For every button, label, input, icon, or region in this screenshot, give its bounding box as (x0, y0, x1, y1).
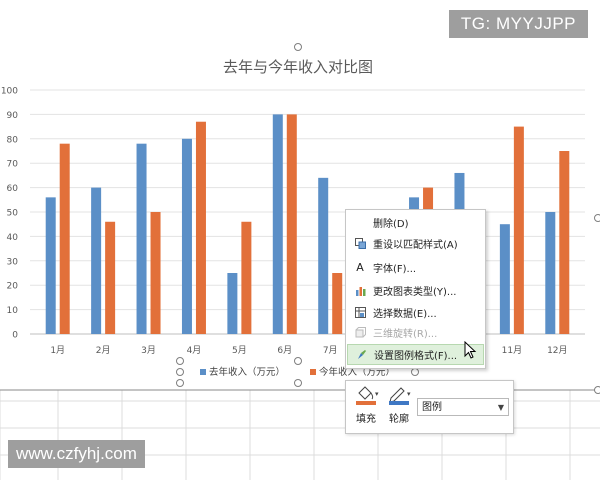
y-tick-label: 50 (7, 209, 19, 219)
x-tick-label: 3月 (141, 345, 156, 356)
bar-last-year-2[interactable] (91, 188, 101, 334)
menu-item-select-data[interactable]: 选择数据(E)... (347, 302, 484, 323)
y-tick-label: 70 (7, 160, 19, 170)
y-tick-label: 0 (12, 331, 18, 341)
menu-item-label: 删除(D) (373, 215, 409, 230)
legend-entry: 去年收入（万元） (209, 366, 285, 378)
fill-label: 填充 (351, 410, 381, 425)
menu-item-change-chart-type[interactable]: 更改图表类型(Y)... (347, 280, 484, 301)
x-tick-label: 12月 (547, 345, 567, 356)
selection-handle[interactable] (412, 369, 419, 376)
bar-this-year-5[interactable] (241, 222, 251, 334)
dropdown-value: 图例 (422, 402, 442, 413)
menu-item-3d-rotation[interactable]: 三维旋转(R)... (347, 322, 484, 343)
x-tick-label: 6月 (277, 345, 292, 356)
menu-item-label: 更改图表类型(Y)... (373, 283, 456, 298)
bar-last-year-11[interactable] (500, 224, 510, 334)
mouse-cursor-icon (464, 341, 480, 361)
x-tick-label: 11月 (502, 345, 522, 356)
format-legend-icon (348, 349, 374, 360)
x-tick-label: 2月 (96, 345, 111, 356)
bar-this-year-6[interactable] (287, 114, 297, 334)
chart-element-dropdown[interactable]: 图例 ▼ (417, 398, 509, 416)
pen-outline-icon: ▾ (386, 384, 412, 406)
legend-swatch (310, 369, 316, 375)
selection-handle[interactable] (595, 215, 600, 222)
legend-swatch (200, 369, 206, 375)
selection-handle[interactable] (177, 369, 184, 376)
bar-last-year-7[interactable] (318, 178, 328, 334)
menu-item-label: 重设以匹配样式(A) (373, 236, 458, 251)
selection-handle[interactable] (295, 358, 302, 365)
bar-this-year-7[interactable] (332, 273, 342, 334)
bar-last-year-3[interactable] (137, 144, 147, 334)
font-icon: A (347, 261, 373, 274)
fill-color-swatch (356, 401, 376, 405)
fill-button[interactable]: ▾ 填充 (351, 384, 381, 425)
watermark-bottom: www.czfyhj.com (8, 440, 145, 468)
x-axis-tick-labels: 1月2月3月4月5月6月7月8月9月10月11月12月 (50, 345, 567, 356)
paint-bucket-icon: ▾ (353, 384, 379, 406)
y-tick-label: 30 (7, 257, 19, 267)
x-tick-label: 1月 (50, 345, 65, 356)
svg-text:▾: ▾ (407, 390, 411, 398)
reset-style-icon (347, 238, 373, 249)
selection-handle[interactable] (295, 44, 302, 51)
x-tick-label: 4月 (187, 345, 202, 356)
menu-item-font[interactable]: A 字体(F)... (347, 257, 484, 278)
x-tick-label: 5月 (232, 345, 247, 356)
y-tick-label: 80 (7, 135, 19, 145)
selection-handle[interactable] (295, 380, 302, 387)
menu-item-label: 三维旋转(R)... (373, 325, 437, 340)
y-tick-label: 100 (1, 87, 18, 97)
bar-this-year-11[interactable] (514, 127, 524, 334)
bar-last-year-4[interactable] (182, 139, 192, 334)
bar-this-year-12[interactable] (559, 151, 569, 334)
menu-item-label: 字体(F)... (373, 260, 416, 275)
x-tick-label: 7月 (323, 345, 338, 356)
chart-title[interactable]: 去年与今年收入对比图 (223, 58, 373, 76)
bar-last-year-5[interactable] (227, 273, 237, 334)
outline-button[interactable]: ▾ 轮廓 (384, 384, 414, 425)
bar-this-year-1[interactable] (60, 144, 70, 334)
bar-last-year-1[interactable] (46, 197, 56, 334)
bar-last-year-12[interactable] (545, 212, 555, 334)
bar-this-year-3[interactable] (151, 212, 161, 334)
selection-handle[interactable] (595, 387, 600, 394)
select-data-icon (347, 307, 373, 318)
bars[interactable] (46, 114, 570, 334)
watermark-top: TG: MYYJJPP (449, 10, 588, 38)
bar-this-year-2[interactable] (105, 222, 115, 334)
menu-item-delete[interactable]: 删除(D) (347, 212, 484, 233)
change-chart-type-icon (347, 285, 373, 296)
bar-last-year-6[interactable] (273, 114, 283, 334)
menu-item-label: 设置图例格式(F)... (374, 347, 457, 362)
bar-this-year-4[interactable] (196, 122, 206, 334)
outline-color-swatch (389, 401, 409, 405)
selection-handle[interactable] (177, 380, 184, 387)
mini-toolbar: ▾ 填充 ▾ 轮廓 图例 ▼ (345, 380, 514, 434)
menu-item-reset-style[interactable]: 重设以匹配样式(A) (347, 233, 484, 254)
selection-handle[interactable] (177, 358, 184, 365)
context-menu: 删除(D) 重设以匹配样式(A) A 字体(F)... 更改图表类型(Y)...… (345, 209, 486, 369)
menu-item-label: 选择数据(E)... (373, 305, 437, 320)
outline-label: 轮廓 (384, 410, 414, 425)
y-tick-label: 20 (7, 282, 19, 292)
y-tick-label: 60 (7, 184, 19, 194)
y-axis-tick-labels: 0 10 20 30 40 50 60 70 80 90 100 (1, 87, 18, 341)
svg-text:▾: ▾ (375, 390, 379, 398)
3d-rotation-icon (347, 327, 373, 338)
y-tick-label: 40 (7, 233, 19, 243)
y-tick-label: 90 (7, 111, 19, 121)
y-tick-label: 10 (7, 306, 19, 316)
chevron-down-icon: ▼ (498, 399, 504, 417)
